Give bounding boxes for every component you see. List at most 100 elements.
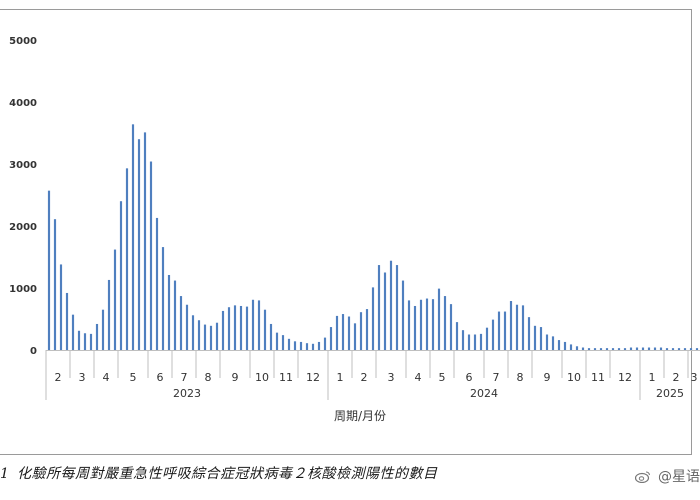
bar xyxy=(539,327,543,350)
x-tick-label: 10 xyxy=(255,371,269,384)
bar xyxy=(455,322,459,350)
bar xyxy=(383,272,387,350)
bar xyxy=(377,265,381,350)
bar xyxy=(335,315,339,350)
bar xyxy=(371,287,375,350)
bar xyxy=(53,219,57,350)
bar xyxy=(257,300,261,350)
bar xyxy=(173,280,177,350)
bar xyxy=(449,304,453,350)
x-tick-label: 12 xyxy=(618,371,632,384)
bar xyxy=(551,336,555,350)
bar xyxy=(659,347,663,350)
bar xyxy=(329,327,333,350)
bar xyxy=(293,341,297,350)
bar xyxy=(275,332,279,350)
bar xyxy=(215,322,219,350)
chart-frame xyxy=(0,9,692,455)
bar xyxy=(623,348,627,350)
bar xyxy=(545,334,549,350)
bar xyxy=(407,300,411,350)
x-tick-label: 5 xyxy=(130,371,137,384)
bar xyxy=(695,348,699,350)
x-tick-label: 7 xyxy=(181,371,188,384)
bar xyxy=(671,348,675,350)
bar xyxy=(149,161,153,350)
bar xyxy=(605,348,609,350)
bar xyxy=(209,325,213,350)
bar xyxy=(359,312,363,350)
bar xyxy=(395,265,399,350)
bar xyxy=(461,330,465,350)
bar xyxy=(353,323,357,350)
bar xyxy=(503,311,507,350)
y-axis: 0 1000 2000 3000 4000 5000 xyxy=(9,36,37,357)
x-tick-label: 1 xyxy=(337,371,344,384)
weibo-icon xyxy=(634,471,650,483)
bar xyxy=(365,309,369,350)
bar xyxy=(131,124,135,350)
bar xyxy=(629,347,633,350)
bar xyxy=(233,305,237,350)
x-tick-label: 2 xyxy=(673,371,680,384)
x-tick-label: 6 xyxy=(466,371,473,384)
x-tick-label: 10 xyxy=(567,371,581,384)
x-tick-label: 11 xyxy=(279,371,293,384)
x-tick-label: 3 xyxy=(79,371,86,384)
x-tick-label: 8 xyxy=(205,371,212,384)
x-tick-label: 2 xyxy=(55,371,62,384)
bars xyxy=(47,124,699,350)
bar xyxy=(107,279,111,350)
bar xyxy=(479,333,483,350)
bar xyxy=(227,307,231,350)
bar xyxy=(413,305,417,350)
bar xyxy=(467,334,471,350)
x-tick-label: 3 xyxy=(691,371,698,384)
x-tick-label: 3 xyxy=(388,371,395,384)
bar xyxy=(95,323,99,350)
bar xyxy=(653,347,657,350)
bar xyxy=(563,341,567,350)
bar xyxy=(59,264,63,350)
bar xyxy=(665,348,669,350)
bar xyxy=(473,334,477,350)
bar xyxy=(611,348,615,350)
bar xyxy=(125,168,129,350)
y-tick-label: 0 xyxy=(30,346,37,357)
bar xyxy=(113,249,117,350)
bar xyxy=(191,315,195,350)
bar xyxy=(401,280,405,350)
x-axis-title: 周期/月份 xyxy=(334,409,386,423)
bar xyxy=(557,340,561,350)
bar xyxy=(71,314,75,350)
x-tick-label: 4 xyxy=(103,371,110,384)
year-label: 2023 xyxy=(173,387,201,400)
bar xyxy=(677,348,681,350)
bar xyxy=(221,310,225,350)
bar xyxy=(497,311,501,350)
y-tick-label: 1000 xyxy=(9,284,37,295)
bar xyxy=(617,348,621,350)
bar xyxy=(419,299,423,350)
x-tick-label: 7 xyxy=(493,371,500,384)
x-tick-label: 4 xyxy=(415,371,422,384)
bar xyxy=(515,304,519,350)
x-tick-label: 1 xyxy=(649,371,656,384)
bar xyxy=(635,347,639,350)
x-tick-label: 8 xyxy=(517,371,524,384)
y-tick-label: 5000 xyxy=(9,36,37,47)
bar xyxy=(347,316,351,350)
bar xyxy=(581,347,585,350)
bar xyxy=(137,139,141,350)
bar xyxy=(431,299,435,350)
bar xyxy=(689,348,693,350)
bar xyxy=(575,346,579,350)
bar xyxy=(389,260,393,350)
bar xyxy=(47,190,51,350)
bar xyxy=(683,348,687,350)
bar xyxy=(77,330,81,350)
x-tick-label: 12 xyxy=(306,371,320,384)
bar xyxy=(521,305,525,350)
x-tick-label: 6 xyxy=(157,371,164,384)
